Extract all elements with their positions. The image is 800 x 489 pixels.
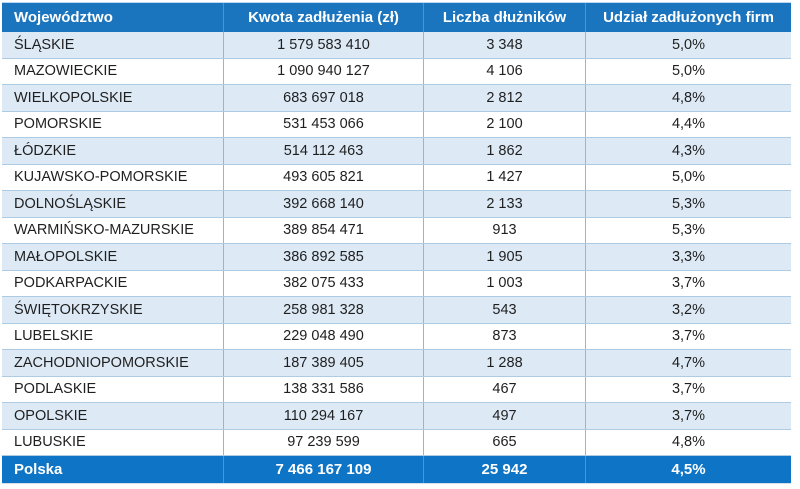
- cell-debtor-count: 497: [423, 403, 585, 429]
- table-row: MAŁOPOLSKIE 386 892 585 1 905 3,3%: [2, 244, 791, 271]
- cell-debt-amount: 531 453 066: [223, 111, 423, 137]
- cell-debtor-share: 3,7%: [585, 376, 791, 402]
- table-row: LUBUSKIE 97 239 599 665 4,8%: [2, 429, 791, 456]
- cell-voivodeship: LUBUSKIE: [14, 434, 86, 451]
- cell-debtor-share: 4,8%: [585, 85, 791, 111]
- cell-voivodeship: PODKARPACKIE: [14, 275, 128, 292]
- table-row: KUJAWSKO-POMORSKIE 493 605 821 1 427 5,0%: [2, 164, 791, 191]
- header-cell-debtor-count: Liczba dłużników: [423, 3, 585, 32]
- table-row: MAZOWIECKIE 1 090 940 127 4 106 5,0%: [2, 58, 791, 85]
- cell-voivodeship: POMORSKIE: [14, 116, 102, 133]
- cell-debt-amount: 258 981 328: [223, 297, 423, 323]
- cell-debtor-count: 467: [423, 376, 585, 402]
- cell-voivodeship: MAZOWIECKIE: [14, 63, 118, 80]
- cell-debt-amount: 1 579 583 410: [223, 32, 423, 58]
- cell-debt-amount: 392 668 140: [223, 191, 423, 217]
- cell-debtor-share: 4,7%: [585, 350, 791, 376]
- cell-debt-amount: 386 892 585: [223, 244, 423, 270]
- cell-voivodeship: ŁÓDZKIE: [14, 142, 77, 159]
- cell-voivodeship: LUBELSKIE: [14, 328, 93, 345]
- cell-debtor-count: 543: [423, 297, 585, 323]
- cell-debtor-share: 5,3%: [585, 217, 791, 243]
- debt-by-voivodeship-table: Województwo Kwota zadłużenia (zł) Liczba…: [2, 2, 791, 484]
- cell-debtor-share: 5,0%: [585, 164, 791, 190]
- cell-debtor-share: 3,2%: [585, 297, 791, 323]
- cell-debt-amount: 382 075 433: [223, 270, 423, 296]
- cell-debt-amount: 514 112 463: [223, 138, 423, 164]
- cell-debtor-count: 1 003: [423, 270, 585, 296]
- cell-voivodeship: WARMIŃSKO-MAZURSKIE: [14, 222, 194, 239]
- total-row: Polska 7 466 167 109 25 942 4,5%: [2, 456, 791, 483]
- table-row: ŚWIĘTOKRZYSKIE 258 981 328 543 3,2%: [2, 297, 791, 324]
- cell-voivodeship: WIELKOPOLSKIE: [14, 89, 133, 106]
- cell-debtor-count: 873: [423, 323, 585, 349]
- table-row: WIELKOPOLSKIE 683 697 018 2 812 4,8%: [2, 85, 791, 112]
- cell-debt-amount: 493 605 821: [223, 164, 423, 190]
- cell-voivodeship: OPOLSKIE: [14, 407, 88, 424]
- table-row: POMORSKIE 531 453 066 2 100 4,4%: [2, 111, 791, 138]
- table-row: WARMIŃSKO-MAZURSKIE 389 854 471 913 5,3%: [2, 217, 791, 244]
- cell-debtor-share: 4,3%: [585, 138, 791, 164]
- total-cell-debtor-share: 4,5%: [585, 456, 791, 483]
- cell-debtor-share: 4,4%: [585, 111, 791, 137]
- table-row: DOLNOŚLĄSKIE 392 668 140 2 133 5,3%: [2, 191, 791, 218]
- cell-debtor-share: 3,7%: [585, 323, 791, 349]
- cell-debtor-count: 1 427: [423, 164, 585, 190]
- total-cell-label: Polska: [14, 461, 63, 478]
- cell-debt-amount: 187 389 405: [223, 350, 423, 376]
- table-row: OPOLSKIE 110 294 167 497 3,7%: [2, 403, 791, 430]
- cell-debt-amount: 110 294 167: [223, 403, 423, 429]
- cell-voivodeship: DOLNOŚLĄSKIE: [14, 195, 127, 212]
- header-cell-debt-amount: Kwota zadłużenia (zł): [223, 3, 423, 32]
- cell-debtor-share: 3,3%: [585, 244, 791, 270]
- cell-debtor-count: 2 133: [423, 191, 585, 217]
- cell-debtor-count: 2 100: [423, 111, 585, 137]
- cell-debt-amount: 229 048 490: [223, 323, 423, 349]
- cell-debtor-count: 665: [423, 429, 585, 455]
- cell-debt-amount: 138 331 586: [223, 376, 423, 402]
- header-cell-debtor-share: Udział zadłużonych firm: [585, 3, 791, 32]
- cell-debt-amount: 1 090 940 127: [223, 58, 423, 84]
- cell-debtor-share: 5,0%: [585, 58, 791, 84]
- table-row: ZACHODNIOPOMORSKIE 187 389 405 1 288 4,7%: [2, 350, 791, 377]
- header-cell-voivodeship: Województwo: [14, 9, 113, 26]
- cell-debt-amount: 683 697 018: [223, 85, 423, 111]
- cell-debtor-count: 1 288: [423, 350, 585, 376]
- cell-debtor-share: 4,8%: [585, 429, 791, 455]
- cell-voivodeship: PODLASKIE: [14, 381, 97, 398]
- cell-voivodeship: ZACHODNIOPOMORSKIE: [14, 354, 189, 371]
- cell-debtor-share: 3,7%: [585, 270, 791, 296]
- table-header-row: Województwo Kwota zadłużenia (zł) Liczba…: [2, 3, 791, 32]
- cell-debt-amount: 389 854 471: [223, 217, 423, 243]
- cell-debtor-share: 5,0%: [585, 32, 791, 58]
- total-cell-debt-amount: 7 466 167 109: [223, 456, 423, 483]
- table-row: PODKARPACKIE 382 075 433 1 003 3,7%: [2, 270, 791, 297]
- table-row: PODLASKIE 138 331 586 467 3,7%: [2, 376, 791, 403]
- total-cell-debtor-count: 25 942: [423, 456, 585, 483]
- table-row: ŁÓDZKIE 514 112 463 1 862 4,3%: [2, 138, 791, 165]
- cell-voivodeship: ŚLĄSKIE: [14, 36, 75, 53]
- table-row: ŚLĄSKIE 1 579 583 410 3 348 5,0%: [2, 32, 791, 59]
- table-body: ŚLĄSKIE 1 579 583 410 3 348 5,0% MAZOWIECKIE…: [2, 32, 791, 456]
- cell-debt-amount: 97 239 599: [223, 429, 423, 455]
- cell-debtor-share: 5,3%: [585, 191, 791, 217]
- cell-debtor-count: 1 905: [423, 244, 585, 270]
- cell-debtor-share: 3,7%: [585, 403, 791, 429]
- cell-voivodeship: ŚWIĘTOKRZYSKIE: [14, 301, 143, 318]
- cell-debtor-count: 2 812: [423, 85, 585, 111]
- cell-debtor-count: 913: [423, 217, 585, 243]
- cell-debtor-count: 4 106: [423, 58, 585, 84]
- cell-voivodeship: MAŁOPOLSKIE: [14, 248, 118, 265]
- table-row: LUBELSKIE 229 048 490 873 3,7%: [2, 323, 791, 350]
- cell-voivodeship: KUJAWSKO-POMORSKIE: [14, 169, 188, 186]
- cell-debtor-count: 3 348: [423, 32, 585, 58]
- cell-debtor-count: 1 862: [423, 138, 585, 164]
